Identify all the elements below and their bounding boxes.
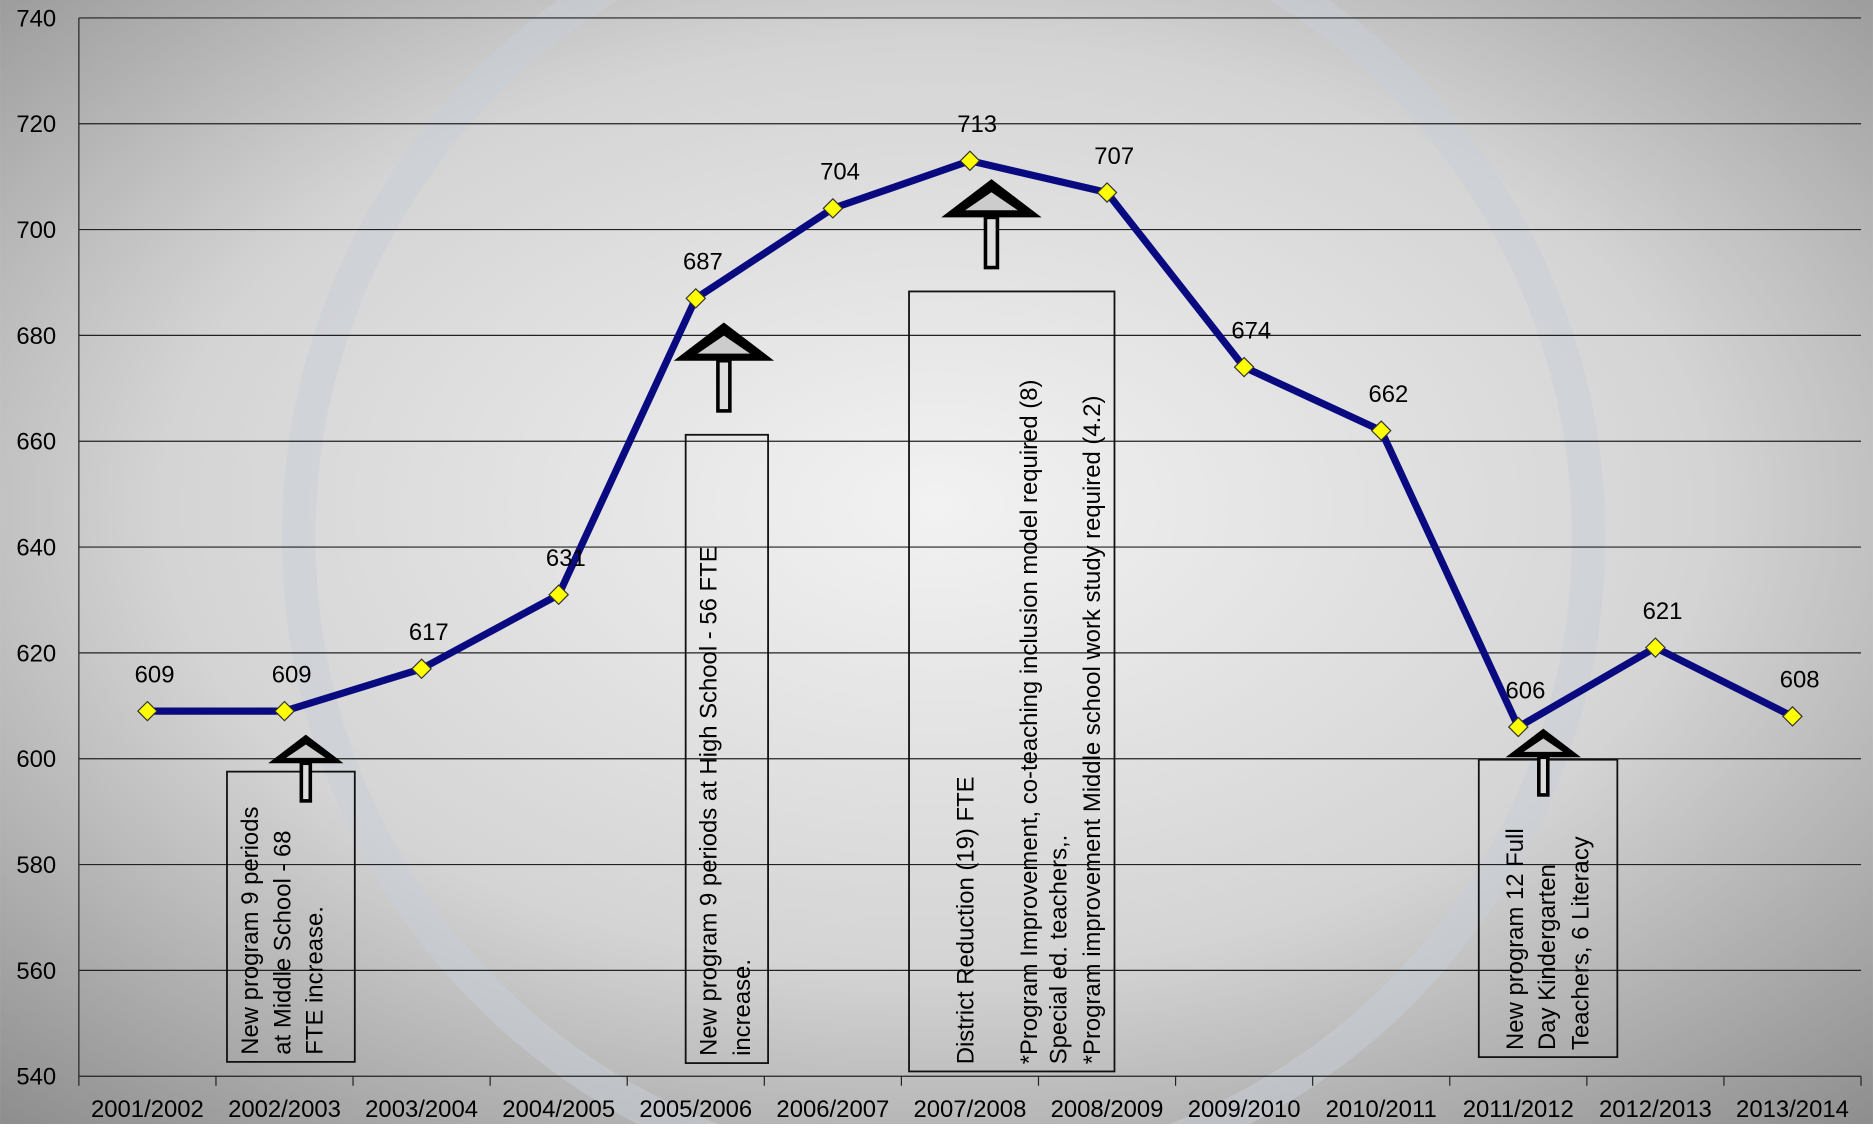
- x-tick-label: 2001/2002: [91, 1096, 204, 1123]
- data-label: 713: [957, 111, 997, 138]
- marker: [959, 150, 981, 172]
- x-tick-label: 2008/2009: [1051, 1096, 1164, 1123]
- y-tick-label: 740: [16, 5, 56, 32]
- marker: [274, 700, 295, 722]
- data-label: 704: [820, 159, 860, 186]
- arrow-head-inner: [965, 192, 1018, 211]
- marker: [411, 658, 432, 680]
- y-tick-label: 560: [16, 958, 56, 985]
- annotation-text: FTE increase.: [302, 906, 329, 1055]
- arrow-shaft: [716, 358, 732, 413]
- marker: [685, 287, 707, 309]
- x-tick-label: 2005/2006: [639, 1096, 752, 1123]
- annotation-text: *Program Improvement, co-teaching inclus…: [1016, 380, 1043, 1065]
- marker: [1782, 705, 1803, 727]
- annotation-text: Day Kindergarten: [1534, 864, 1561, 1050]
- x-tick-label: 2004/2005: [502, 1096, 615, 1123]
- data-label: 617: [409, 619, 449, 646]
- arrow-shaft: [1537, 755, 1550, 797]
- y-tick-label: 720: [16, 111, 56, 138]
- data-label: 687: [683, 249, 723, 276]
- annotation-text: Teachers, 6 Literacy: [1568, 836, 1595, 1050]
- x-tick-label: 2013/2014: [1736, 1096, 1849, 1123]
- marker: [548, 584, 570, 606]
- annotation-text: *Program improvement Middle school work …: [1079, 395, 1106, 1064]
- marker: [1096, 182, 1118, 203]
- data-label: 609: [272, 661, 312, 688]
- annotation-text: New program 9 periods: [237, 807, 264, 1055]
- y-tick-label: 580: [16, 852, 56, 879]
- annotation-box: [684, 433, 769, 1064]
- data-label: 674: [1231, 317, 1271, 344]
- y-tick-label: 620: [16, 640, 56, 667]
- marker: [137, 700, 158, 722]
- annotation-text: Special ed. teachers,.: [1046, 835, 1073, 1065]
- data-label: 662: [1368, 381, 1408, 408]
- data-label: 609: [135, 661, 175, 688]
- marker: [1644, 637, 1666, 659]
- arrow-head-inner: [286, 744, 326, 758]
- y-tick-label: 660: [16, 429, 56, 456]
- y-tick-label: 640: [16, 534, 56, 561]
- marker: [1507, 716, 1529, 738]
- annotation-text: increase.: [729, 959, 756, 1056]
- annotation-text: District Reduction (19) FTE: [953, 776, 980, 1064]
- x-tick-label: 2012/2013: [1599, 1096, 1712, 1123]
- annotation-text: New program 9 periods at High School - 5…: [696, 546, 723, 1056]
- marker: [822, 198, 844, 219]
- arrow-head-inner: [1523, 738, 1564, 752]
- x-tick-label: 2002/2003: [228, 1096, 341, 1123]
- data-label: 621: [1643, 598, 1683, 625]
- annotation-text: New program 12 Full: [1502, 828, 1529, 1050]
- data-label: 608: [1780, 667, 1820, 694]
- y-tick-label: 600: [16, 746, 56, 773]
- data-label: 631: [546, 545, 586, 572]
- data-label: 606: [1506, 677, 1546, 704]
- x-tick-label: 2007/2008: [914, 1096, 1027, 1123]
- marker: [1233, 356, 1255, 378]
- x-tick-label: 2006/2007: [776, 1096, 889, 1123]
- annotation-box: [226, 770, 356, 1063]
- arrow-shaft: [983, 215, 1000, 270]
- x-tick-label: 2003/2004: [365, 1096, 478, 1123]
- annotation-box: [908, 290, 1116, 1073]
- x-tick-label: 2009/2010: [1188, 1096, 1301, 1123]
- y-tick-label: 540: [16, 1064, 56, 1091]
- marker: [1370, 420, 1392, 442]
- arrow-shaft: [299, 761, 313, 803]
- watermark: [282, 0, 1606, 1129]
- data-label: 707: [1094, 143, 1134, 170]
- y-tick-label: 700: [16, 217, 56, 244]
- y-tick-label: 680: [16, 323, 56, 350]
- arrow-head-inner: [697, 335, 751, 354]
- annotation-text: at Middle School - 68: [269, 830, 296, 1054]
- x-tick-label: 2010/2011: [1326, 1096, 1437, 1123]
- x-tick-label: 2011/2012: [1463, 1096, 1574, 1123]
